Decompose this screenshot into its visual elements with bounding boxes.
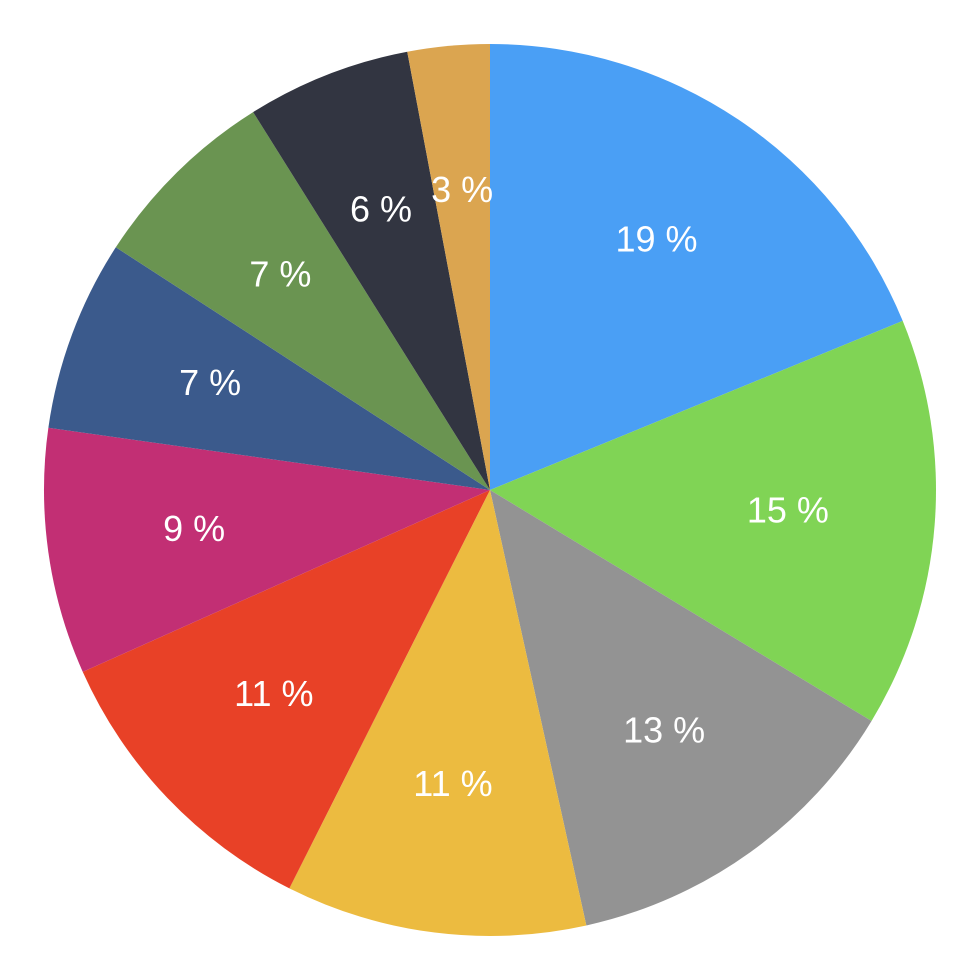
slice-label: 6 % [350, 188, 412, 229]
pie-slice [490, 320, 936, 721]
slice-label: 19 % [615, 218, 697, 259]
pie-slice [490, 490, 872, 926]
slice-label: 11 % [413, 763, 492, 804]
pie-slice [490, 44, 903, 490]
slice-label: 11 % [234, 673, 313, 714]
pie-slice [289, 490, 587, 936]
pie-slice [48, 247, 491, 490]
pie-slice [253, 51, 490, 490]
slice-label: 9 % [163, 508, 225, 549]
slice-label: 3 % [431, 169, 493, 210]
pie-slice [407, 44, 490, 490]
slice-label: 7 % [179, 362, 241, 403]
pie-slice [43, 427, 490, 672]
pie-slice [82, 490, 490, 889]
slice-label: 13 % [623, 709, 705, 750]
pie-slice [115, 112, 490, 490]
slice-label: 7 % [249, 254, 311, 295]
slice-label: 15 % [747, 490, 829, 531]
